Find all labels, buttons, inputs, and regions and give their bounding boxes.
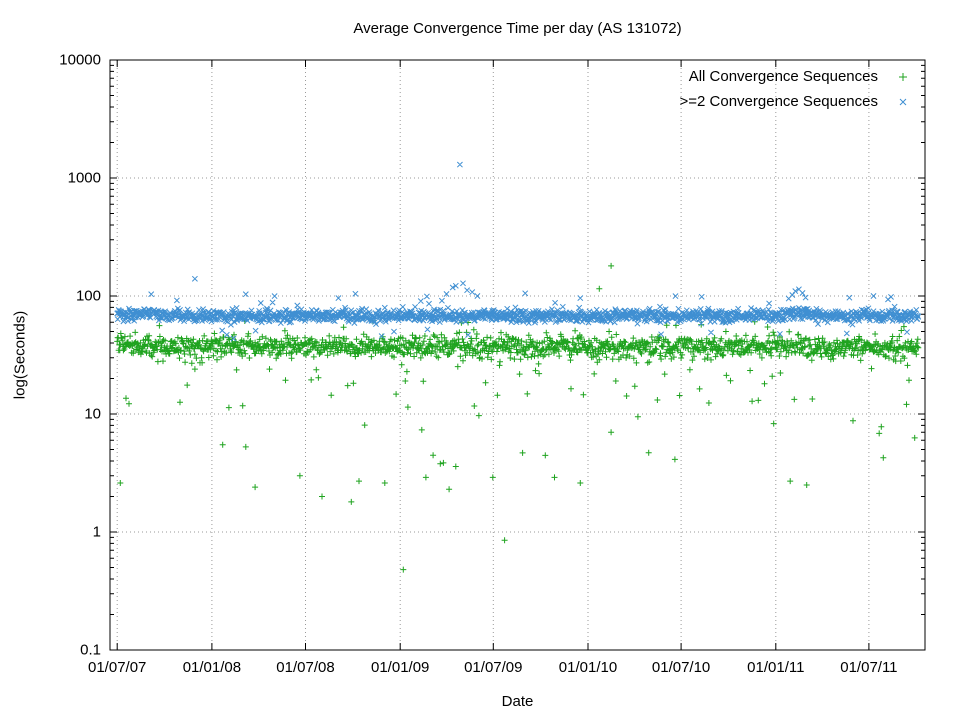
x-tick-label: 01/07/11 [840,659,897,676]
x-tick-label: 01/01/10 [559,659,617,676]
x-axis-title: Date [501,693,534,710]
x-tick-label: 01/01/08 [183,659,241,676]
x-tick-label: 01/01/11 [747,659,804,676]
y-minor-ticks [110,64,925,615]
x-tick-label: 01/01/09 [371,659,429,676]
cross-glyph [899,98,907,105]
y-tick-label: 1000 [68,170,101,187]
x-tick-label: 01/07/09 [464,659,522,676]
y-tick-label: 10000 [59,52,101,69]
legend-entry-all-sequences: All Convergence Sequences [680,64,916,89]
y-tick-label: 1 [93,524,101,541]
legend-label: All Convergence Sequences [688,68,878,85]
y-tick-label: 100 [76,288,101,305]
legend-label: >=2 Convergence Sequences [679,93,878,110]
plus-marker-icon [899,72,907,81]
legend-entry-ge2-sequences: >=2 Convergence Sequences [680,89,916,114]
plus-glyph [899,72,907,81]
y-tick-label: 10 [84,406,101,423]
legend: All Convergence Sequences >=2 Convergenc… [680,64,916,114]
y-axis-title: log(Seconds) [11,310,29,400]
x-tick-label: 01/07/07 [88,659,146,676]
plot-border [109,59,926,651]
cross-marker-icon [899,98,907,105]
x-tick-label: 01/07/08 [276,659,334,676]
x-tick-label: 01/07/10 [652,659,710,676]
series-points-2-convergence-sequences [114,161,922,342]
y-tick-label: 0.1 [80,642,101,659]
series-points-all-convergence-sequences [114,262,922,573]
chart-title: Average Convergence Time per day (AS 131… [353,20,682,37]
